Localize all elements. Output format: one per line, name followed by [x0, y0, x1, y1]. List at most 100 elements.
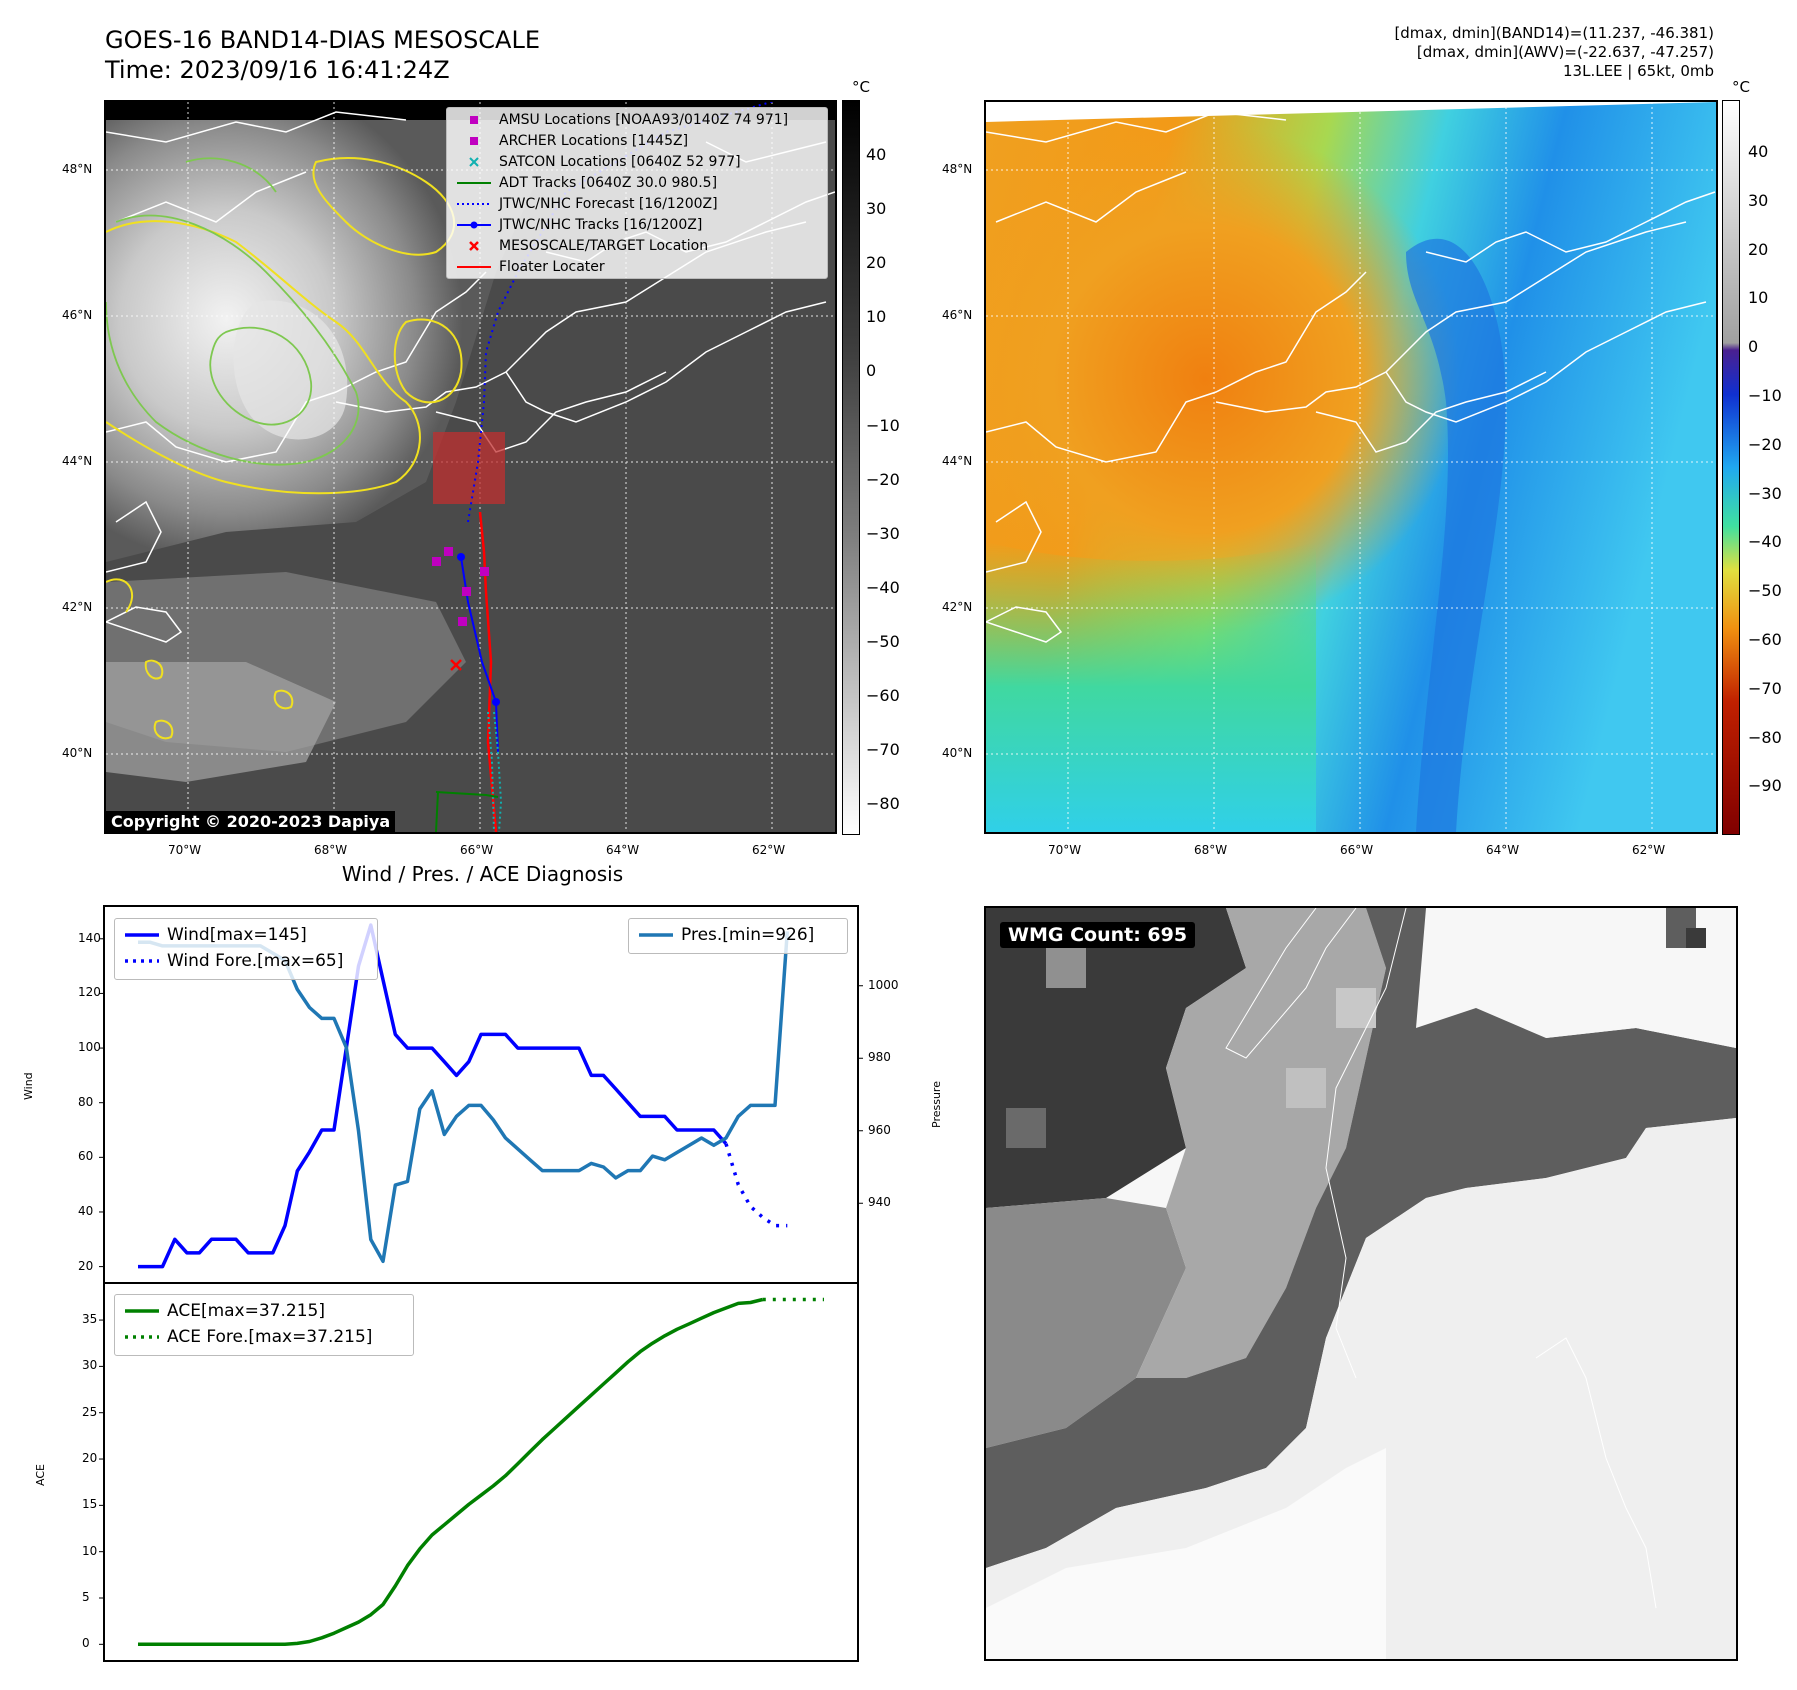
floater-box	[433, 432, 505, 504]
ir-lon-tick-0: 70°W	[168, 843, 202, 857]
copyright-label: Copyright © 2020-2023 Dapiya	[106, 811, 396, 832]
wv-cb-tick: −60	[1748, 630, 1782, 649]
wv-map-panel	[984, 100, 1718, 834]
ir-cb-tick: −30	[866, 523, 900, 543]
wv-lat-tick-0: 48°N	[942, 162, 973, 176]
pressure-legend: Pres.[min=926]	[628, 918, 848, 954]
line-marker-icon	[457, 266, 491, 268]
ir-cb-tick: −40	[866, 577, 900, 597]
wv-cb-tick: −20	[1748, 434, 1782, 454]
wv-cb-tick: −80	[1748, 727, 1782, 747]
ir-cb-tick: 40	[866, 145, 887, 164]
pressure-ytick-label: 1000	[868, 977, 899, 992]
wv-cb-tick: −40	[1748, 532, 1782, 552]
ace-ytick-label: 25	[82, 1404, 98, 1419]
ace-ytick-label: 5	[82, 1590, 90, 1604]
wv-cb-tick: −50	[1748, 581, 1782, 601]
wv-lon-tick-4: 62°W	[1632, 843, 1666, 857]
ir-lon-tick-2: 66°W	[460, 843, 494, 857]
wv-lon-tick-2: 66°W	[1340, 843, 1374, 857]
wind-ytick-label: 120	[78, 985, 101, 1000]
line-marker-icon	[639, 933, 673, 937]
info-line3: 13L.LEE | 65kt, 0mb	[1563, 62, 1714, 80]
ir-cb-tick: −20	[866, 469, 900, 489]
ir-cb-tick: −10	[866, 415, 900, 435]
wind-ytick-label: 20	[78, 1258, 94, 1273]
ir-lat-tick-0: 48°N	[62, 162, 93, 176]
wind-chart-title: Wind / Pres. / ACE Diagnosis	[341, 862, 624, 886]
line-marker-icon	[125, 1309, 159, 1313]
wv-lat-tick-4: 40°N	[942, 746, 973, 760]
line-marker-icon	[457, 182, 491, 184]
ir-cb-tick: −80	[866, 794, 900, 814]
ir-cb-tick: 20	[866, 253, 887, 273]
line-marker-icon	[125, 933, 159, 937]
ir-cb-tick: 0	[866, 361, 877, 381]
wv-map-image	[986, 102, 1716, 832]
info-line2: [dmax, dmin](AWV)=(-22.637, -47.257)	[1416, 43, 1714, 61]
wv-lon-tick-1: 68°W	[1194, 843, 1228, 857]
ir-lon-tick-1: 68°W	[314, 843, 348, 857]
wv-lat-tick-3: 42°N	[942, 600, 973, 614]
wind-ytick-label: 100	[78, 1040, 101, 1055]
wind-ytick-label: 60	[78, 1149, 94, 1164]
series-1-line	[724, 1143, 788, 1228]
x-marker-icon	[469, 241, 479, 251]
wmg-count-label: WMG Count: 695	[1000, 922, 1196, 948]
figure-title-line2: Time: 2023/09/16 16:41:24Z	[105, 56, 450, 84]
wind-ytick-label: 80	[78, 1094, 94, 1109]
wv-cb-tick: −10	[1748, 386, 1782, 405]
line-dot-icon	[457, 221, 491, 229]
ace-ytick-label: 35	[82, 1312, 98, 1327]
wind-ytick-label: 40	[78, 1203, 94, 1218]
wmg-panel: WMG Count: 695	[984, 906, 1738, 1661]
ir-lon-tick-3: 64°W	[606, 843, 640, 857]
wv-colorbar-unit: °C	[1732, 78, 1750, 96]
square-marker-icon	[470, 116, 478, 124]
series-0-line	[138, 923, 728, 1269]
ir-lat-tick-3: 42°N	[62, 600, 93, 614]
ir-lat-tick-2: 44°N	[62, 454, 93, 468]
wmg-image	[986, 908, 1736, 1659]
ir-lat-tick-4: 40°N	[62, 746, 93, 760]
figure-title-line1: GOES-16 BAND14-DIAS MESOSCALE	[105, 26, 541, 54]
ir-map-panel: Copyright © 2020-2023 Dapiya AMSU Locati…	[104, 100, 837, 834]
info-line1: [dmax, dmin](BAND14)=(11.237, -46.381)	[1394, 24, 1714, 42]
ace-ylabel: ACE	[34, 1464, 47, 1486]
wv-cb-tick: −30	[1748, 483, 1782, 503]
dotted-line-icon	[457, 203, 491, 205]
ir-cb-tick: 30	[866, 199, 887, 219]
wv-cb-tick: 0	[1748, 337, 1759, 357]
ace-legend: ACE[max=37.215] ACE Fore.[max=37.215]	[114, 1294, 414, 1356]
wind-ytick-label: 140	[78, 930, 101, 945]
wv-colorbar	[1722, 100, 1740, 835]
ir-cb-tick: −60	[866, 686, 900, 705]
wv-cb-tick: −90	[1748, 776, 1782, 796]
ir-colorbar-unit: °C	[852, 78, 870, 96]
ir-legend: AMSU Locations [NOAA93/0140Z 74 971] ARC…	[446, 107, 828, 279]
x-marker-icon	[469, 157, 479, 167]
ace-ytick-label: 10	[82, 1543, 98, 1558]
ir-cb-tick: −70	[866, 740, 900, 760]
wv-lat-tick-1: 46°N	[942, 308, 973, 322]
wv-lat-tick-2: 44°N	[942, 454, 973, 468]
dotted-line-icon	[125, 959, 159, 963]
wv-cb-tick: 40	[1748, 142, 1769, 161]
ir-cb-tick: 10	[866, 307, 887, 327]
wv-lon-tick-0: 70°W	[1048, 843, 1082, 857]
pressure-ytick-label: 940	[868, 1195, 891, 1210]
ir-cb-tick: −50	[866, 631, 900, 651]
ace-ytick-label: 0	[82, 1636, 90, 1651]
ace-ytick-label: 30	[82, 1358, 98, 1373]
ir-lat-tick-1: 46°N	[62, 308, 93, 322]
ace-ytick-label: 20	[82, 1451, 98, 1466]
ace-ytick-label: 15	[82, 1497, 98, 1512]
square-marker-icon	[470, 137, 478, 145]
ace-series-0-line	[138, 1297, 764, 1647]
wv-cb-tick: 10	[1748, 288, 1769, 308]
ir-colorbar	[842, 100, 860, 835]
wv-cb-tick: −70	[1748, 678, 1782, 698]
pressure-ytick-label: 960	[868, 1122, 891, 1137]
wv-cb-tick: 20	[1748, 239, 1769, 259]
wv-cb-tick: 30	[1748, 190, 1769, 210]
